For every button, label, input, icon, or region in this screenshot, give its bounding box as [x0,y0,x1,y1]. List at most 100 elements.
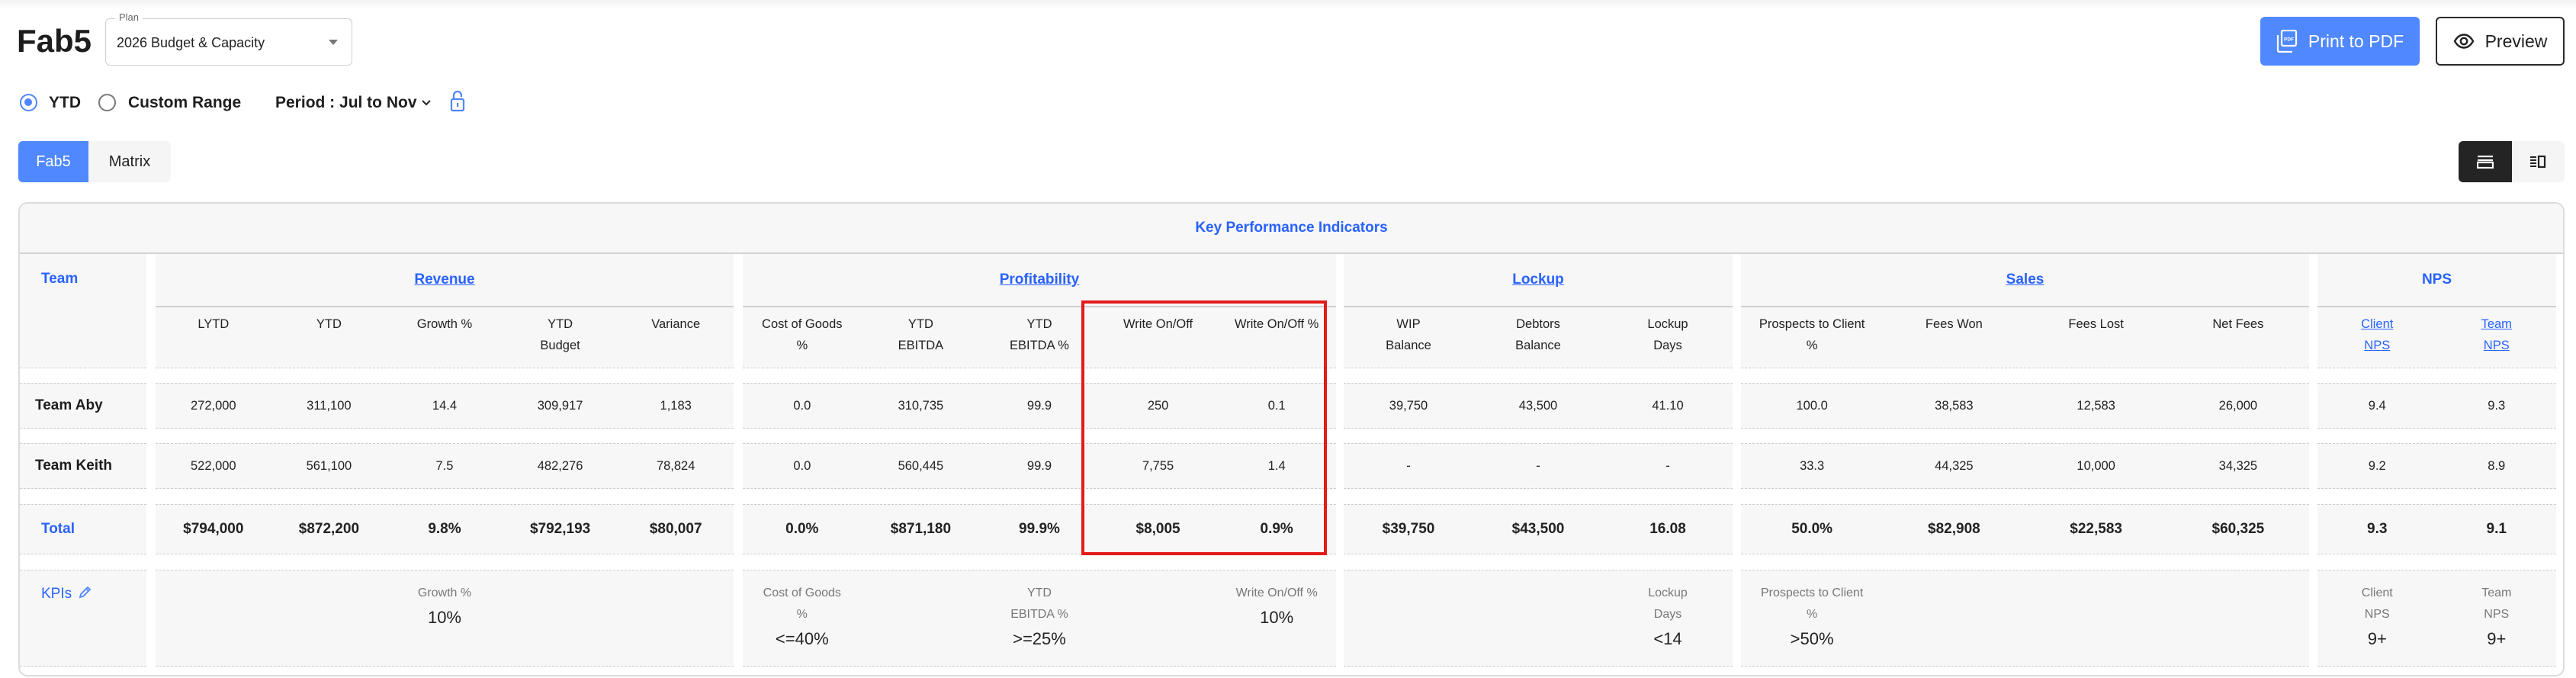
column-header-line: YTD [907,317,933,331]
kpi-target-label: Cost of Goods [763,586,841,599]
column-header-line[interactable]: Team [2481,317,2512,331]
cell-value: 44,325 [1935,458,1974,473]
cell-value: 0.9% [1260,521,1293,537]
ytd-label[interactable]: YTD [49,94,81,111]
kpi-empty [2025,570,2167,666]
cell-value: 12,583 [2077,398,2115,413]
kpi-target: Write On/Off % 10% [1217,570,1336,666]
group-header-label[interactable]: Profitability [999,272,1080,288]
column-header-write-on-off: Write On/Off % [1217,307,1336,368]
cell-value: - [1665,458,1670,473]
column-header-line: Balance [1515,339,1561,352]
cell-value: 78,824 [656,458,695,473]
column-header-fees-won: Fees Won [1883,307,2025,368]
row-group-sales: 100.0 38,583 12,583 26,000 [1741,383,2309,429]
cell-value: 38,583 [1935,398,1974,413]
cell-value: 39,750 [1389,398,1428,413]
column-header-line: % [1806,339,1818,352]
pdf-icon: PDF [2276,30,2297,53]
preview-button[interactable]: Preview [2436,17,2565,66]
cell-value: $82,908 [1928,521,1980,537]
column-header-cost-of-goods: Cost of Goods% [743,307,862,368]
row-group-nps: 9.3 9.1 [2317,504,2556,554]
group-header-profitability[interactable]: Profitability [743,254,1336,307]
kpis-text[interactable]: KPIs [41,586,72,602]
list-view-button[interactable] [2459,141,2512,182]
team-name[interactable]: Total [20,504,146,554]
group-nps: NPS Client NPS Team NPS [2317,254,2556,368]
column-header-line[interactable]: Client [2361,317,2394,331]
group-header-sales[interactable]: Sales [1741,254,2309,307]
group-header-label[interactable]: Sales [2006,272,2044,288]
cell-value: 9.1 [2486,521,2507,537]
row-group-revenue: 522,000 561,100 7.5 482,276 78,824 [156,443,734,489]
column-headers: Cost of Goods% YTD EBITDA YTD EBITDA % Write … [743,307,1336,368]
cell-value: 1,183 [660,398,692,413]
plan-label: Plan [115,11,143,24]
plan-select[interactable]: Plan 2026 Budget & Capacity [105,11,352,66]
column-header-line: Variance [651,317,701,331]
column-header-line: Fees Lost [2068,317,2124,331]
custom-range-label[interactable]: Custom Range [128,94,242,111]
kpis-label[interactable]: KPIs [20,570,146,667]
row-group-nps: 9.2 8.9 [2317,443,2556,489]
row-gap [20,368,2563,383]
column-gap [1733,570,1741,667]
chevron-down-icon[interactable] [421,99,432,107]
column-header-line[interactable]: NPS [2483,339,2510,352]
row-group-lockup: 39,750 43,500 41.10 [1344,383,1733,429]
kpi-empty [1099,570,1218,666]
group-header-label[interactable]: Revenue [414,272,475,288]
custom-range-radio[interactable] [98,94,116,111]
cell-value: 0.0 [793,398,811,413]
row-group-profitability: 0.0 310,735 99.9 250 0.1 [743,383,1336,429]
column-header-line: Fees Won [1925,317,1983,331]
column-header-client-nps[interactable]: Client NPS [2317,307,2437,368]
column-header-line[interactable]: NPS [2364,339,2391,352]
ytd-radio[interactable] [20,94,37,111]
group-header-label[interactable]: Lockup [1512,272,1564,288]
kpi-empty [1473,570,1603,666]
split-view-button[interactable] [2511,141,2565,182]
cell-value: $872,200 [298,521,360,537]
kpi-empty [503,570,618,666]
column-gap [1336,443,1344,489]
column-header-team-nps[interactable]: Team NPS [2437,307,2557,368]
kpi-target-label: Growth % [417,586,472,599]
cell-value: 0.0 [793,458,811,473]
column-header-line: Cost of Goods [762,317,843,331]
kpi-empty [1344,570,1473,666]
pencil-icon[interactable] [78,586,92,604]
column-gap [2309,504,2317,554]
kpi-target-value: 10% [1260,608,1294,627]
period-dropdown[interactable]: Period : Jul to Nov [275,94,417,111]
team-column-header: Team [20,254,146,368]
cell-value: 311,100 [307,398,352,413]
table-row: Team Keith 522,000 561,100 7.5 482,276 78,824… [20,443,2563,489]
group-header-lockup[interactable]: Lockup [1344,254,1733,307]
cell-value: 9.4 [2368,398,2386,413]
column-gap [734,504,743,554]
kpi-target-label: Team [2481,586,2512,599]
tab-matrix[interactable]: Matrix [88,141,171,182]
kpi-target: Client NPS 9+ [2317,570,2437,666]
tab-fab5[interactable]: Fab5 [18,141,88,182]
group-header-revenue[interactable]: Revenue [156,254,734,307]
lock-open-icon[interactable] [450,90,465,113]
page-title: Fab5 [17,23,92,59]
team-label: Team Aby [35,397,103,413]
column-headers: Prospects to Client% Fees Won Fees Lost Net… [1741,307,2309,368]
row-group-sales: 33.3 44,325 10,000 34,325 [1741,443,2309,489]
column-gap [146,443,156,489]
column-header-line: Days [1653,339,1682,352]
column-header-line: EBITDA % [1010,339,1069,352]
print-to-pdf-button[interactable]: PDF Print to PDF [2260,17,2420,66]
kpi-target: Lockup Days <14 [1603,570,1733,666]
column-header-lockup-days: Lockup Days [1603,307,1733,368]
kpi-target: Cost of Goods% <=40% [743,570,862,666]
table-header: Team Revenue LYTD YTD Growth % YTD Budget Varia… [20,254,2563,368]
column-header-ytd-budget: YTD Budget [503,307,618,368]
row-gap [20,489,2563,504]
plan-value: 2026 Budget & Capacity [117,35,265,50]
split-view-icon [2530,155,2546,169]
